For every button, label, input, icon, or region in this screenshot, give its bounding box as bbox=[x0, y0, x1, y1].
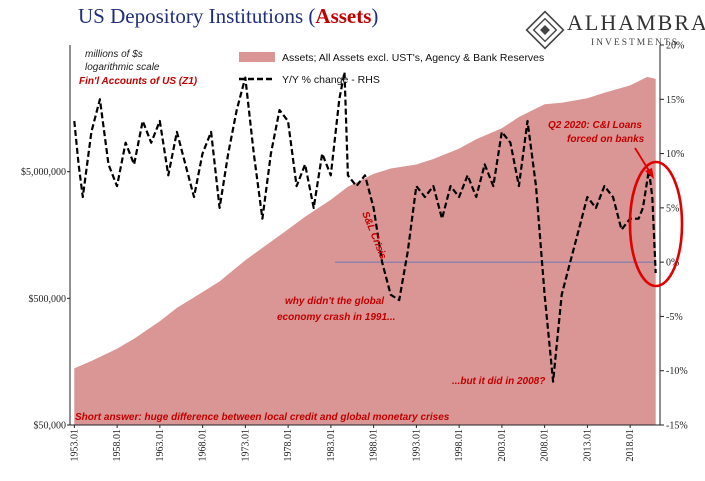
logo-sub: INVESTMENTS bbox=[591, 38, 679, 48]
yoy-change-line bbox=[73, 70, 657, 383]
title-text: US Depository Institutions ( bbox=[78, 4, 316, 28]
q2-2020-arrow-head bbox=[645, 168, 654, 179]
title-highlight: Assets bbox=[315, 4, 372, 28]
x-tick-label: 2008.01 bbox=[540, 429, 551, 462]
legend-label-yoy: Y/Y % change - RHS bbox=[282, 74, 380, 86]
legend-label-assets: Assets; All Assets excl. UST's, Agency &… bbox=[282, 52, 544, 64]
x-tick-label: 1988.01 bbox=[369, 429, 380, 462]
annotation-q2-2020-line2: forced on banks bbox=[567, 134, 645, 145]
source-note: Fin'l Accounts of US (Z1) bbox=[79, 76, 198, 87]
right-tick-label: -10% bbox=[666, 366, 688, 377]
yoy-line-layer bbox=[73, 70, 657, 383]
assets-area-layer bbox=[74, 76, 656, 426]
x-tick-label: 1998.01 bbox=[454, 429, 465, 462]
right-tick-label: -15% bbox=[666, 421, 688, 432]
x-tick-label: 2018.01 bbox=[625, 429, 636, 462]
annotation-2008: ...but it did in 2008? bbox=[452, 376, 545, 387]
annotation-short-answer: Short answer: huge difference between lo… bbox=[75, 412, 450, 423]
assets-area bbox=[74, 76, 656, 426]
x-tick-label: 1973.01 bbox=[240, 429, 251, 462]
chart-title: US Depository Institutions (Assets) bbox=[78, 4, 378, 29]
right-tick-label: 0% bbox=[666, 258, 679, 269]
annotation-q2-2020-line1: Q2 2020: C&I Loans bbox=[548, 120, 642, 131]
x-tick-label: 1963.01 bbox=[155, 429, 166, 462]
x-tick-label: 1993.01 bbox=[411, 429, 422, 462]
x-tick-label: 1968.01 bbox=[198, 429, 209, 462]
left-tick-label: $5,000,000 bbox=[21, 167, 66, 178]
right-tick-label: 5% bbox=[666, 203, 679, 214]
x-tick-label: 1983.01 bbox=[326, 429, 337, 462]
x-tick-label: 2003.01 bbox=[497, 429, 508, 462]
x-tick-label: 1978.01 bbox=[283, 429, 294, 462]
x-tick-label: 1958.01 bbox=[112, 429, 123, 462]
left-tick-label: $500,000 bbox=[29, 294, 67, 305]
right-tick-label: 10% bbox=[666, 149, 684, 160]
unit-note-1: millions of $s bbox=[85, 49, 143, 60]
legend-swatch-assets bbox=[239, 52, 275, 62]
x-tick-label: 2013.01 bbox=[582, 429, 593, 462]
alhambra-logo: ALHAMBRA INVESTMENTS bbox=[525, 8, 705, 54]
right-tick-label: 20% bbox=[666, 41, 684, 52]
diamond-logo-icon bbox=[525, 10, 565, 50]
annotation-1991-line2: economy crash in 1991... bbox=[277, 312, 395, 323]
annotation-1991-line1: why didn't the global bbox=[285, 296, 384, 307]
x-tick-label: 1953.01 bbox=[69, 429, 80, 462]
logo-brand: ALHAMBRA bbox=[567, 10, 705, 35]
right-tick-label: 15% bbox=[666, 95, 684, 106]
title-close: ) bbox=[371, 4, 379, 28]
unit-note-2: logarithmic scale bbox=[85, 62, 160, 73]
q2-2020-highlight-ellipse bbox=[628, 160, 684, 288]
right-tick-label: -5% bbox=[666, 312, 683, 323]
left-tick-label: $50,000 bbox=[34, 421, 67, 432]
